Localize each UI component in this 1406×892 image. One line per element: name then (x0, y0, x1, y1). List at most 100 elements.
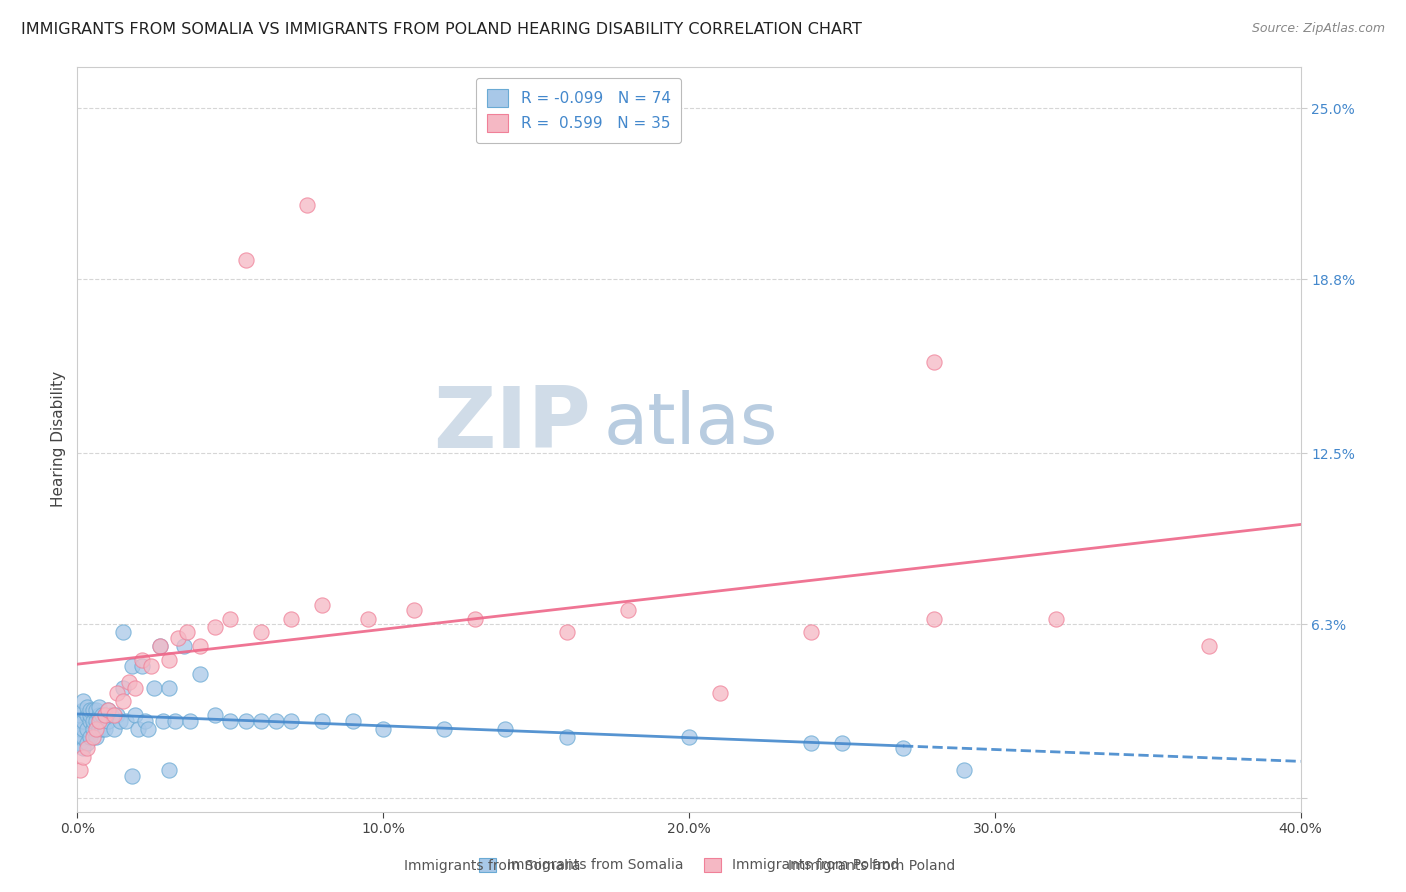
Point (79, 708, 101, 723)
Point (149, 639, 172, 653)
Point (495, 722, 517, 736)
Point (79, 730, 101, 744)
Point (134, 714, 156, 728)
Point (280, 714, 302, 728)
Point (311, 598, 333, 612)
Point (82, 703, 104, 717)
Text: Immigrants from Poland: Immigrants from Poland (789, 859, 955, 872)
Point (204, 708, 226, 723)
Point (219, 714, 242, 728)
Point (464, 612, 486, 626)
Point (157, 681, 180, 695)
Point (69, 722, 91, 736)
Point (76, 699, 98, 714)
Point (131, 658, 153, 673)
Point (176, 625, 198, 640)
Point (295, 198, 318, 212)
Point (72, 741, 94, 756)
Point (94, 722, 117, 736)
Point (112, 694, 135, 708)
Point (311, 714, 333, 728)
Text: Source: ZipAtlas.com: Source: ZipAtlas.com (1251, 22, 1385, 36)
Point (219, 612, 242, 626)
Point (1045, 612, 1067, 626)
Point (264, 714, 287, 728)
Point (165, 714, 187, 728)
Point (709, 686, 731, 700)
Point (118, 675, 141, 690)
Point (105, 686, 128, 700)
Point (94, 708, 117, 723)
Point (831, 736, 853, 750)
Point (127, 722, 149, 736)
Point (139, 658, 162, 673)
Point (69, 730, 91, 744)
Point (69, 708, 91, 723)
Point (800, 625, 823, 640)
Point (87, 708, 110, 723)
Point (112, 681, 135, 695)
Point (433, 722, 456, 736)
Point (250, 625, 273, 640)
Point (167, 631, 190, 645)
Point (69, 736, 91, 750)
Point (131, 653, 153, 667)
Point (678, 730, 700, 744)
Point (100, 708, 122, 723)
Point (76, 736, 98, 750)
Point (112, 625, 135, 640)
Point (108, 714, 131, 728)
Point (204, 620, 226, 634)
Point (76, 741, 98, 756)
Point (617, 603, 640, 617)
Point (82, 714, 104, 728)
Point (922, 612, 945, 626)
Point (891, 741, 914, 756)
Point (250, 714, 273, 728)
Point (82, 730, 104, 744)
Point (342, 714, 364, 728)
Point (90, 722, 112, 736)
Point (103, 708, 125, 723)
Text: Immigrants from Somalia: Immigrants from Somalia (404, 859, 581, 872)
Point (555, 730, 578, 744)
Point (555, 625, 578, 640)
Point (280, 612, 302, 626)
Point (357, 612, 380, 626)
Point (953, 764, 976, 778)
Legend: R = -0.099   N = 74, R =  0.599   N = 35: R = -0.099 N = 74, R = 0.599 N = 35 (477, 78, 682, 143)
Y-axis label: Hearing Disability: Hearing Disability (51, 371, 66, 508)
Point (72, 749, 94, 764)
Point (72, 703, 94, 717)
Point (922, 355, 945, 369)
Point (72, 694, 94, 708)
Point (72, 722, 94, 736)
Point (402, 603, 425, 617)
Point (90, 708, 112, 723)
Point (87, 722, 110, 736)
Point (87, 699, 110, 714)
Text: IMMIGRANTS FROM SOMALIA VS IMMIGRANTS FROM POLAND HEARING DISABILITY CORRELATION: IMMIGRANTS FROM SOMALIA VS IMMIGRANTS FR… (21, 22, 862, 37)
Text: atlas: atlas (603, 390, 778, 458)
Point (124, 681, 146, 695)
Point (1198, 639, 1220, 653)
Point (82, 722, 104, 736)
Point (136, 722, 159, 736)
Point (371, 722, 394, 736)
Point (173, 639, 195, 653)
Point (235, 252, 257, 267)
Point (79, 714, 101, 728)
Point (84, 703, 107, 717)
Point (105, 708, 128, 723)
Point (179, 714, 201, 728)
Point (188, 639, 211, 653)
Point (800, 736, 823, 750)
Point (157, 764, 180, 778)
Point (87, 714, 110, 728)
Point (142, 681, 165, 695)
Point (76, 708, 98, 723)
Point (84, 730, 107, 744)
Point (157, 653, 180, 667)
Point (97, 714, 120, 728)
Point (188, 666, 211, 681)
